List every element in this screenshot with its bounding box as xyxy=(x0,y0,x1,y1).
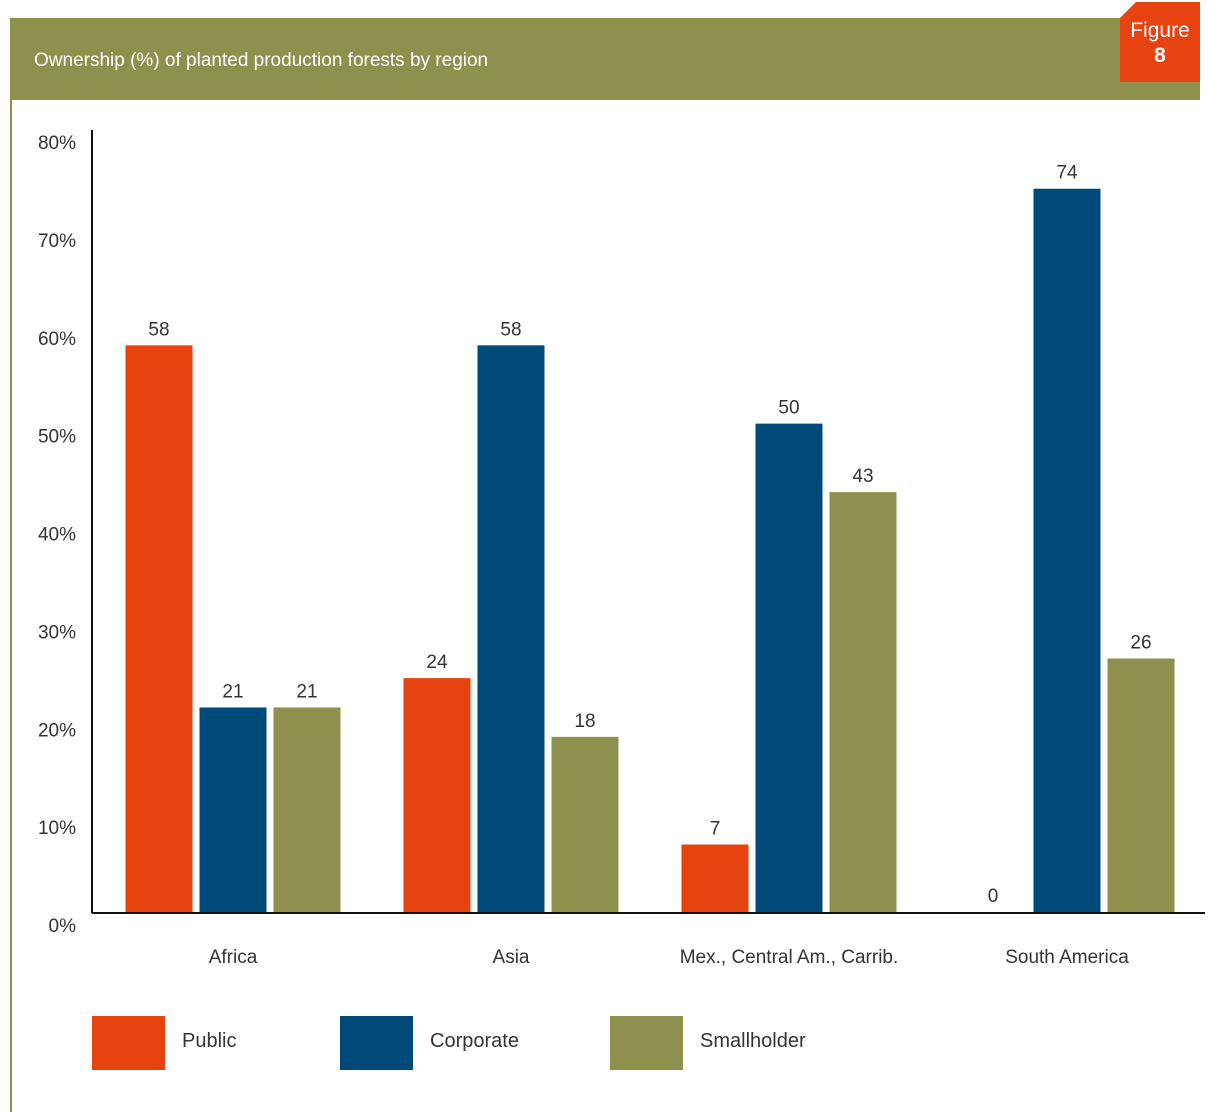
legend-label: Smallholder xyxy=(700,1030,806,1052)
y-axis-ticks: 0% 10% 20% 30% 40% 50% 60% 70% 80% xyxy=(38,133,76,937)
bar-chart: 0% 10% 20% 30% 40% 50% 60% 70% 80% 58 21 21 24 58 18 7… xyxy=(38,130,1205,968)
legend-swatch xyxy=(340,1016,413,1070)
bar-corporate xyxy=(199,707,267,913)
y-tick-label: 20% xyxy=(38,720,76,741)
y-tick-label: 50% xyxy=(38,427,76,448)
y-tick-label: 60% xyxy=(38,329,76,350)
bar-corporate xyxy=(1033,188,1101,914)
bar-value-label: 58 xyxy=(148,319,169,340)
bar-value-label: 26 xyxy=(1130,633,1151,654)
bar-value-label: 18 xyxy=(574,711,595,732)
bar-value-label: 0 xyxy=(988,886,999,907)
bar-smallholder xyxy=(1107,658,1175,913)
legend-label: Public xyxy=(182,1030,237,1052)
figure-badge-number: 8 xyxy=(1154,44,1166,67)
y-tick-label: 40% xyxy=(38,525,76,546)
bar-smallholder xyxy=(829,492,897,913)
figure-header: Ownership (%) of planted production fore… xyxy=(10,18,1200,100)
x-tick-label: Africa xyxy=(209,947,258,968)
legend-swatch xyxy=(92,1016,165,1070)
bar-value-label: 21 xyxy=(296,681,317,702)
bar-value-label: 21 xyxy=(222,681,243,702)
y-tick-label: 0% xyxy=(49,916,77,937)
value-labels: 58 21 21 24 58 18 7 50 43 0 74 26 xyxy=(148,163,1151,907)
badge-corner-fold xyxy=(1120,2,1136,18)
x-tick-label: South America xyxy=(1005,947,1129,968)
bar-value-label: 50 xyxy=(778,398,799,419)
bar-public xyxy=(125,345,193,913)
x-tick-label: Asia xyxy=(493,947,530,968)
bar-public xyxy=(403,678,471,913)
legend-label: Corporate xyxy=(430,1030,519,1052)
y-tick-label: 70% xyxy=(38,231,76,252)
x-axis-labels: Africa Asia Mex., Central Am., Carrib. Sout… xyxy=(209,947,1129,968)
figure-badge-word: Figure xyxy=(1130,19,1190,42)
bar-value-label: 7 xyxy=(710,818,721,839)
chart-title: Ownership (%) of planted production fore… xyxy=(34,50,489,71)
bar-smallholder xyxy=(273,707,341,913)
legend-swatch xyxy=(610,1016,683,1070)
y-tick-label: 80% xyxy=(38,133,76,154)
bar-value-label: 43 xyxy=(852,466,873,487)
y-tick-label: 30% xyxy=(38,622,76,643)
bar-corporate xyxy=(755,423,823,913)
y-tick-label: 10% xyxy=(38,818,76,839)
bar-value-label: 58 xyxy=(500,319,521,340)
x-tick-label: Mex., Central Am., Carrib. xyxy=(680,947,899,968)
bar-smallholder xyxy=(551,736,619,913)
bar-public xyxy=(681,844,749,913)
bars xyxy=(125,188,1175,914)
bar-corporate xyxy=(477,345,545,913)
left-border-rule xyxy=(10,100,12,1112)
bar-value-label: 24 xyxy=(426,652,448,673)
bar-value-label: 74 xyxy=(1056,163,1078,184)
